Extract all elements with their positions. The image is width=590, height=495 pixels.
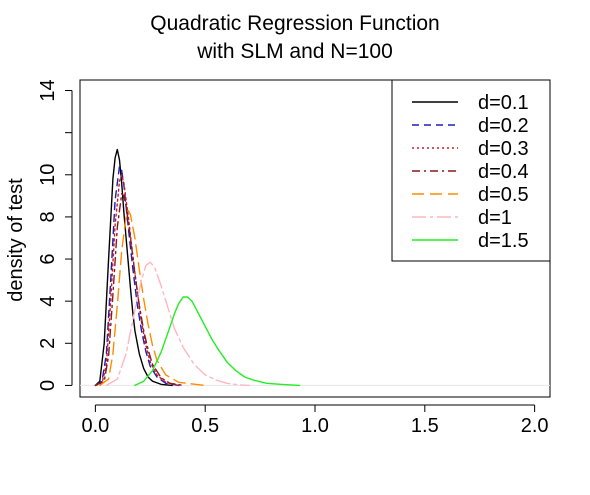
y-tick-label: 8 xyxy=(37,211,59,222)
series-line-d-1-5 xyxy=(134,296,301,387)
series-line-d-1 xyxy=(105,261,250,387)
chart-title-line1: Quadratic Regression Function xyxy=(150,12,439,35)
y-tick-label: 14 xyxy=(37,79,59,101)
x-tick-label: 0.5 xyxy=(191,415,219,437)
x-tick-label: 1.0 xyxy=(301,415,329,437)
series-line-d-0-3 xyxy=(94,174,180,387)
series-line-d-0-5 xyxy=(99,209,206,387)
legend-label: d=0.3 xyxy=(478,138,529,160)
legend-label: d=1 xyxy=(478,207,512,229)
y-tick-label: 4 xyxy=(37,296,59,307)
y-axis: 0 2 4 6 8 10 14 xyxy=(37,79,73,391)
x-tick-label: 2.0 xyxy=(521,415,549,437)
series-line-d-0-4 xyxy=(94,192,184,387)
x-tick-label: 1.5 xyxy=(411,415,439,437)
series-line-d-0-2 xyxy=(94,165,180,387)
legend-label: d=0.4 xyxy=(478,161,529,183)
legend-label: d=0.2 xyxy=(478,115,529,137)
legend-label: d=0.5 xyxy=(478,184,529,206)
series-line-d-0-1 xyxy=(94,148,173,387)
legend: d=0.1d=0.2d=0.3d=0.4d=0.5d=1d=1.5 xyxy=(391,79,551,262)
y-tick-label: 0 xyxy=(37,380,59,391)
x-tick-label: 0.0 xyxy=(81,415,109,437)
series-lines xyxy=(94,148,301,387)
legend-label: d=0.1 xyxy=(478,92,529,114)
x-axis: 0.0 0.5 1.0 1.5 2.0 xyxy=(81,404,549,437)
y-tick-label: 10 xyxy=(37,164,59,186)
chart-title-line2: with SLM and N=100 xyxy=(196,40,393,63)
y-tick-label: 6 xyxy=(37,253,59,264)
y-tick-label: 2 xyxy=(37,338,59,349)
legend-label: d=1.5 xyxy=(478,230,529,252)
y-axis-label: density of test xyxy=(5,178,27,302)
